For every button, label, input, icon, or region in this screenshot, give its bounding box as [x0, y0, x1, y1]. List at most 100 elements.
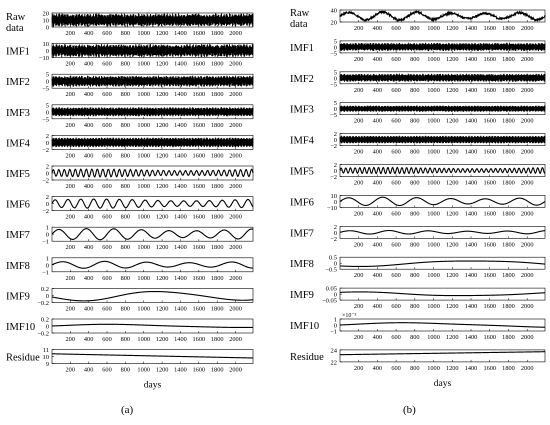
x-tick-label: 1000 — [137, 91, 150, 98]
x-tick-label: 200 — [66, 336, 75, 343]
x-tick-label: 400 — [373, 149, 382, 156]
x-tick-label: 1200 — [156, 305, 169, 312]
series-line — [51, 75, 254, 87]
x-tick-label: 800 — [121, 30, 130, 37]
row-label: IMF6 — [290, 197, 314, 208]
x-tick-label: 1600 — [483, 210, 496, 217]
x-tick-label: 1200 — [156, 275, 169, 282]
x-tick-label: 1800 — [502, 272, 515, 279]
row-label: IMF1 — [6, 47, 30, 58]
y-tick-label: 1 — [334, 317, 337, 324]
x-tick-label: 2000 — [521, 149, 534, 156]
y-tick-label: −1 — [42, 269, 49, 276]
x-tick-label: 1000 — [137, 61, 150, 68]
x-tick-label: 1800 — [502, 56, 515, 63]
x-tick-label: 600 — [102, 214, 111, 221]
x-tick-label: 200 — [66, 122, 75, 129]
x-tick-label: 600 — [391, 56, 400, 63]
x-tick-label: 800 — [121, 122, 130, 129]
x-tick-label: 1800 — [211, 152, 224, 159]
axes-box — [339, 349, 546, 363]
x-tick-label: 1600 — [193, 305, 206, 312]
y-tick-label: 0 — [334, 106, 337, 113]
row-label: IMF3 — [6, 108, 30, 119]
x-tick-label: 400 — [373, 180, 382, 187]
x-tick-label: 200 — [354, 87, 363, 94]
x-tick-label: 1200 — [446, 334, 459, 341]
x-tick-label: 1400 — [174, 30, 187, 37]
y-tick-label: 0.2 — [41, 317, 49, 324]
y-tick-label: −10 — [39, 55, 49, 62]
x-tick-label: 600 — [102, 152, 111, 159]
y-tick-label: 0 — [46, 324, 49, 331]
x-tick-label: 1400 — [465, 272, 478, 279]
x-tick-label: 800 — [121, 367, 130, 374]
x-tick-label: 1000 — [427, 210, 440, 217]
x-tick-label: 1400 — [465, 118, 478, 125]
row-label: IMF10 — [290, 321, 319, 332]
x-tick-label: 1200 — [446, 118, 459, 125]
series-line — [51, 13, 254, 27]
x-tick-label: 200 — [354, 365, 363, 372]
x-tick-label: 1000 — [427, 180, 440, 187]
x-tick-label: 1600 — [193, 275, 206, 282]
x-tick-label: 1000 — [137, 275, 150, 282]
x-tick-label: 1400 — [174, 214, 187, 221]
y-tick-label: 0 — [334, 137, 337, 144]
x-tick-label: 1000 — [427, 118, 440, 125]
x-tick-label: 1800 — [502, 210, 515, 217]
x-tick-label: 800 — [121, 275, 130, 282]
row-imf9: IMF9 0.20−0.2 200 400 600 800 1000 1200 1400 1600… — [6, 286, 254, 312]
x-tick-label: 400 — [373, 272, 382, 279]
x-tick-label: 600 — [102, 305, 111, 312]
x-tick-label: 2000 — [521, 241, 534, 248]
row-label: IMF6 — [6, 200, 30, 211]
series-line — [339, 291, 546, 297]
x-tick-label: 1000 — [137, 244, 150, 251]
x-tick-label: 2000 — [229, 305, 242, 312]
y-tick-label: 0 — [46, 79, 49, 86]
x-tick-label: 1200 — [446, 241, 459, 248]
row-label: IMF9 — [290, 290, 314, 301]
x-tick-label: 1400 — [465, 303, 478, 310]
row-label: IMF7 — [290, 228, 314, 239]
x-tick-label: 600 — [391, 149, 400, 156]
x-tick-label: 800 — [410, 149, 419, 156]
x-tick-label: 800 — [410, 210, 419, 217]
row-label: IMF3 — [290, 105, 314, 116]
axes-box — [51, 226, 254, 242]
row-label: IMF10 — [6, 322, 35, 333]
y-tick-label: −5 — [330, 81, 337, 88]
x-tick-label: 800 — [410, 241, 419, 248]
y-tick-label: 0.05 — [326, 286, 337, 293]
x-tick-label: 1400 — [174, 122, 187, 129]
x-tick-label: 800 — [121, 244, 130, 251]
x-tick-label: 1400 — [465, 87, 478, 94]
x-tick-label: 1200 — [156, 183, 169, 190]
series-line — [339, 196, 546, 207]
x-tick-label: 1200 — [446, 56, 459, 63]
x-tick-label: 1800 — [211, 91, 224, 98]
row-label: IMF8 — [290, 259, 314, 270]
x-tick-label: 400 — [84, 152, 93, 159]
x-tick-label: 1000 — [427, 272, 440, 279]
y-tick-label: −5 — [42, 86, 49, 93]
x-tick-label: 2000 — [521, 365, 534, 372]
row-imf3: IMF3 50−5 200 400 600 800 1000 1200 1400 1600 1800… — [6, 102, 254, 129]
x-tick-label: 1400 — [465, 180, 478, 187]
x-tick-label: 1400 — [465, 149, 478, 156]
x-tick-label: 1600 — [193, 122, 206, 129]
x-tick-label: 600 — [102, 122, 111, 129]
row-label: Residue — [6, 353, 40, 364]
series-line — [339, 166, 546, 175]
y-tick-label: 5 — [46, 102, 49, 109]
axes-box — [339, 318, 546, 332]
y-tick-label: 40 — [331, 8, 338, 15]
x-tick-label: 400 — [84, 183, 93, 190]
series-line — [339, 135, 546, 144]
row-imf5: IMF5 20−2 200 400 600 800 1000 1200 1400 1600 1800… — [290, 162, 546, 187]
x-tick-label: 600 — [391, 334, 400, 341]
x-tick-label: 400 — [373, 334, 382, 341]
